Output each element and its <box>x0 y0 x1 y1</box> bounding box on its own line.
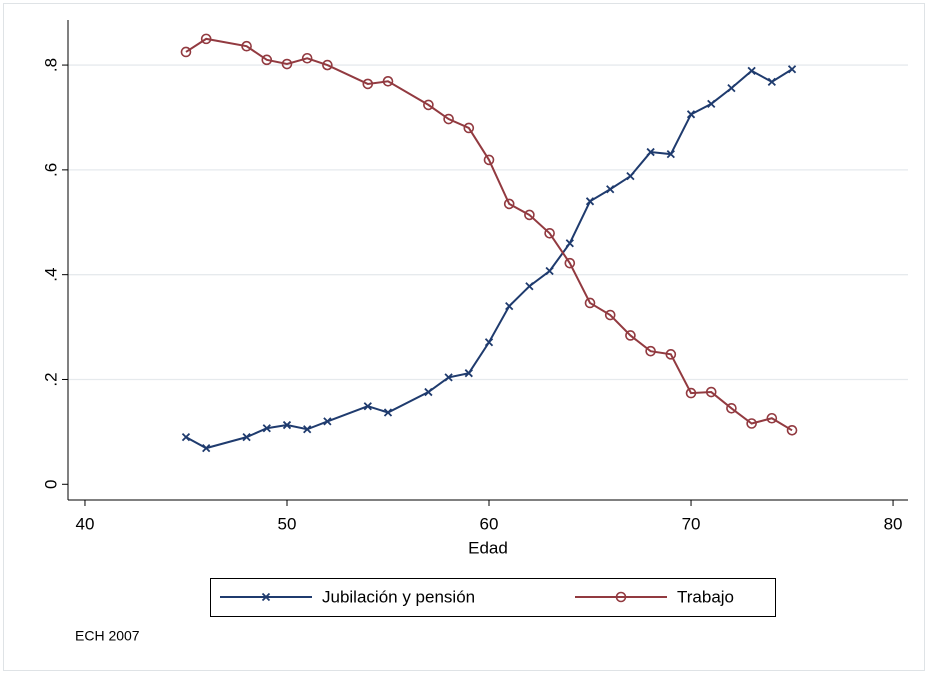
marker <box>484 338 494 347</box>
marker <box>787 65 797 74</box>
marker <box>261 592 271 602</box>
marker <box>303 425 312 434</box>
marker <box>666 150 675 159</box>
marker <box>606 185 615 194</box>
marker <box>645 345 656 357</box>
note: ECH 2007 <box>75 628 140 644</box>
marker <box>282 420 292 430</box>
marker <box>423 99 434 111</box>
marker <box>443 113 454 125</box>
marker <box>786 425 798 436</box>
marker <box>181 432 191 442</box>
marker <box>564 257 576 269</box>
marker <box>241 40 252 52</box>
marker <box>604 309 616 321</box>
marker <box>505 301 514 311</box>
marker <box>766 412 778 424</box>
marker <box>362 78 374 90</box>
marker <box>200 33 212 45</box>
marker <box>615 591 627 603</box>
marker <box>686 110 696 119</box>
marker <box>323 417 332 426</box>
marker <box>261 54 273 66</box>
marker <box>705 386 717 398</box>
marker <box>747 66 756 75</box>
marker <box>503 198 515 210</box>
marker <box>565 239 574 248</box>
x-axis-label: Edad <box>468 538 508 557</box>
y-tick-label: .2 <box>41 372 60 386</box>
marker <box>525 282 534 291</box>
marker <box>767 77 776 86</box>
marker <box>626 172 635 181</box>
x-tick-label: 80 <box>884 514 903 533</box>
marker <box>524 209 535 221</box>
graph-border <box>3 3 925 671</box>
marker <box>707 99 716 108</box>
marker <box>363 402 372 411</box>
marker <box>584 297 596 309</box>
marker <box>646 147 655 157</box>
marker <box>483 154 495 166</box>
marker <box>301 52 313 64</box>
marker <box>727 83 736 93</box>
legend-label: Jubilación y pensión <box>322 587 475 606</box>
y-tick-label: .6 <box>41 163 60 177</box>
marker <box>322 59 333 71</box>
marker <box>424 387 433 397</box>
marker <box>180 46 192 58</box>
marker <box>262 424 271 433</box>
marker <box>382 76 394 87</box>
marker <box>281 58 293 70</box>
x-tick-label: 50 <box>278 514 297 533</box>
marker <box>444 373 453 382</box>
marker <box>625 330 636 341</box>
marker <box>726 402 737 414</box>
marker <box>545 266 554 276</box>
y-tick-label: 0 <box>41 480 60 489</box>
x-tick-label: 70 <box>682 514 701 533</box>
series-line <box>185 68 793 450</box>
marker <box>685 387 697 399</box>
marker <box>464 369 473 378</box>
x-tick-label: 60 <box>480 514 499 533</box>
marker <box>383 408 393 417</box>
marker <box>544 227 555 239</box>
legend-label: Trabajo <box>677 587 734 606</box>
series-line <box>185 37 793 432</box>
marker <box>242 432 251 442</box>
marker <box>665 349 677 360</box>
marker <box>463 122 475 134</box>
y-tick-label: .4 <box>41 268 60 282</box>
marker <box>746 418 757 429</box>
marker <box>202 443 211 453</box>
marker <box>585 197 595 206</box>
x-tick-label: 40 <box>76 514 95 533</box>
y-tick-label: .8 <box>41 58 60 72</box>
